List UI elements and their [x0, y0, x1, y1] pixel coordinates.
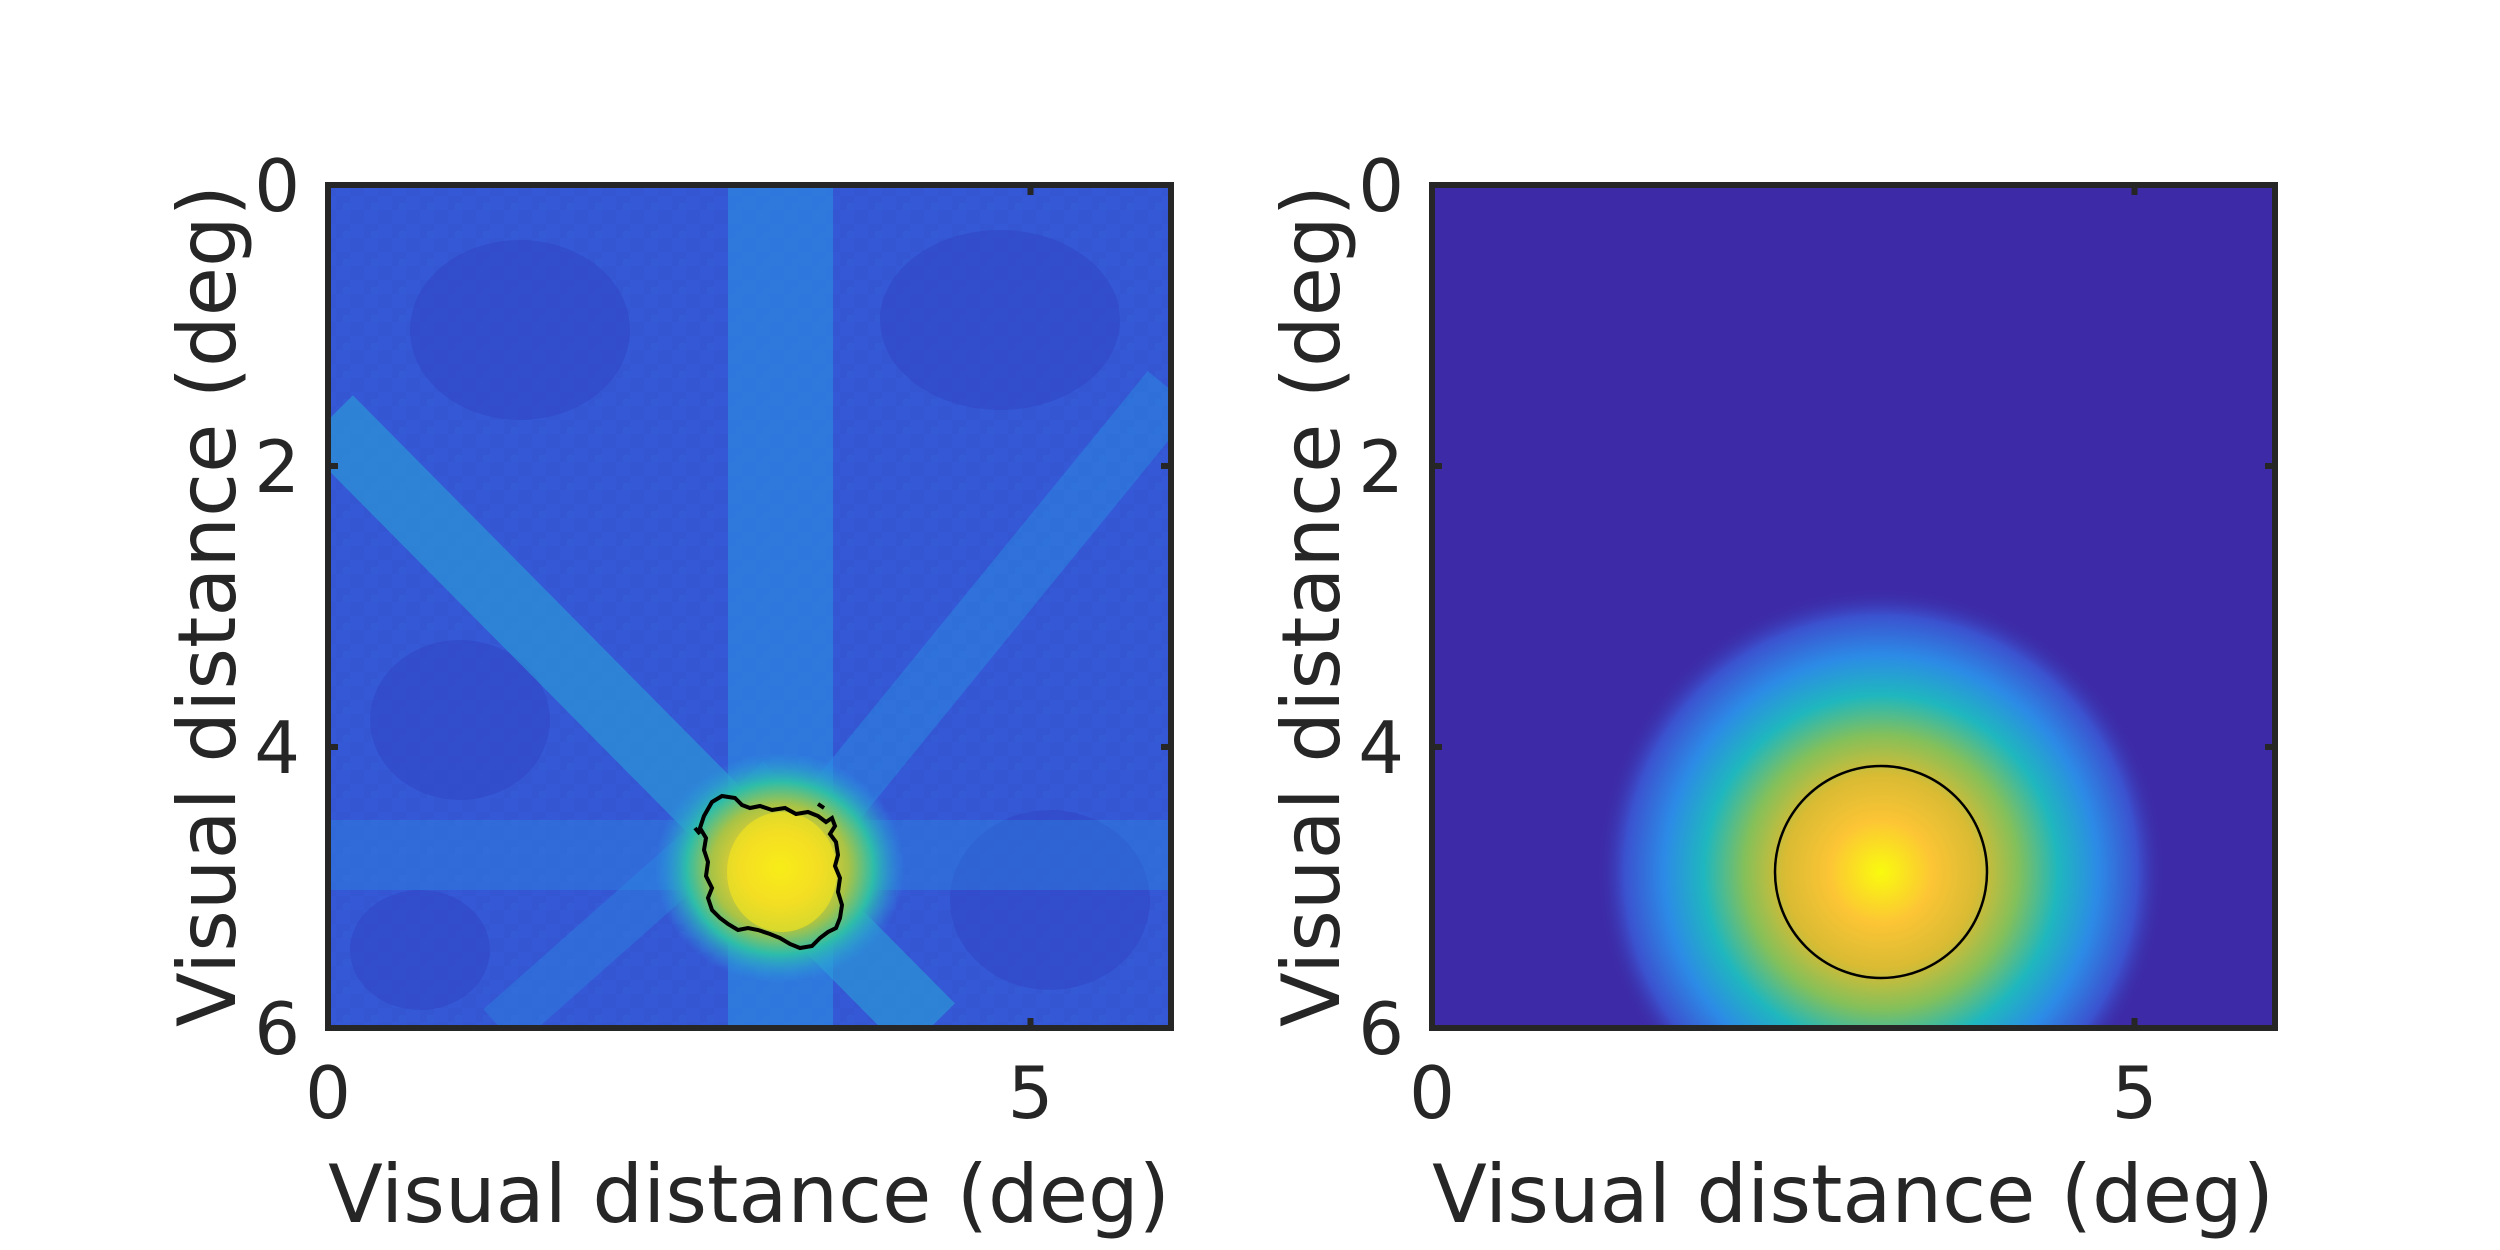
gaussian-blob: [1596, 587, 2166, 1028]
right-ytick-label: 4: [1358, 706, 1404, 790]
right-panel: [1429, 182, 2278, 1031]
right-ytick-label: 2: [1358, 425, 1404, 509]
left-ytick-label: 2: [254, 425, 300, 509]
left-panel: [325, 182, 1174, 1031]
right-xtick-label: 0: [1409, 1051, 1455, 1135]
right-ytick-label: 0: [1358, 144, 1404, 228]
left-heatmap: [328, 185, 1171, 1028]
left-contour-fragment: [816, 802, 826, 810]
left-peak-core: [727, 812, 837, 932]
right-ytick-label: 6: [1358, 987, 1404, 1071]
left-ytick-label: 4: [254, 706, 300, 790]
left-xtick-label: 0: [305, 1051, 351, 1135]
right-xlabel: Visual distance (deg): [1432, 1148, 2274, 1241]
left-contour-fragment: [693, 826, 702, 836]
left-axes-box: [325, 182, 1174, 1031]
left-xlabel: Visual distance (deg): [328, 1148, 1170, 1241]
left-contour: [697, 793, 845, 951]
right-heatmap: [1432, 185, 2275, 1028]
right-ylabel: Visual distance (deg): [1265, 185, 1358, 1027]
left-xtick-label: 5: [1008, 1051, 1054, 1135]
left-dark-patches: [350, 230, 1150, 1010]
right-axes-box: [1429, 182, 2278, 1031]
left-ylabel: Visual distance (deg): [161, 185, 254, 1027]
right-xtick-label: 5: [2112, 1051, 2158, 1135]
left-ytick-label: 0: [254, 144, 300, 228]
left-ytick-label: 6: [254, 987, 300, 1071]
right-contour-circle: [1773, 764, 1989, 980]
